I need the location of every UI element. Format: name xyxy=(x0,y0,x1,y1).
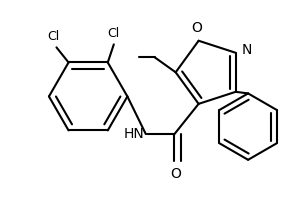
Text: O: O xyxy=(171,167,181,181)
Text: N: N xyxy=(242,43,252,57)
Text: Cl: Cl xyxy=(108,27,120,40)
Text: HN: HN xyxy=(124,127,144,141)
Text: O: O xyxy=(192,21,203,35)
Text: Cl: Cl xyxy=(47,30,60,43)
